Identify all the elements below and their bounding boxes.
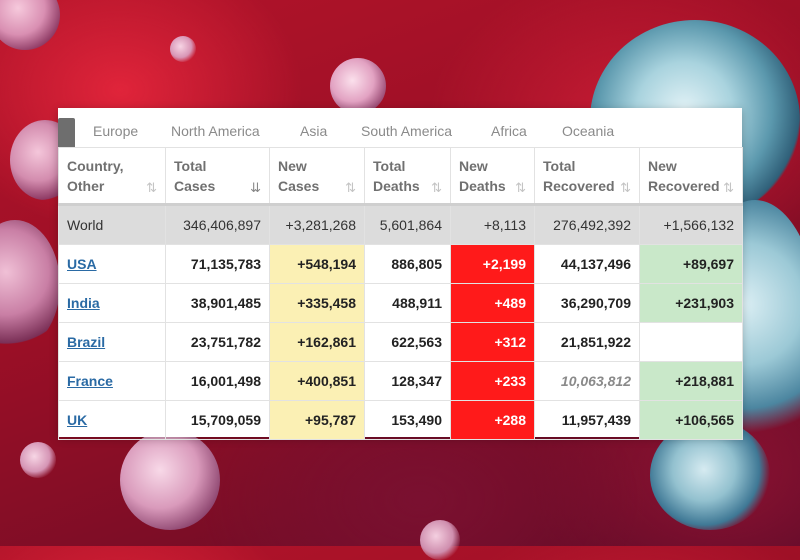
total-cases-cell: 15,709,059 — [165, 400, 270, 440]
tab-oceania[interactable]: Oceania — [562, 123, 615, 139]
virus-illustration — [0, 220, 60, 350]
column-header-country[interactable]: Country, Other ⇅ — [58, 147, 166, 206]
total-recovered-cell: 44,137,496 — [534, 244, 640, 284]
column-header-total-deaths[interactable]: Total Deaths ⇅ — [364, 147, 451, 206]
header-line: New — [648, 157, 677, 174]
world-total-row: World 346,406,897 +3,281,268 5,601,864 +… — [58, 204, 743, 245]
tab-africa[interactable]: Africa — [491, 123, 527, 139]
header-line: New — [278, 157, 307, 174]
column-header-new-recovered[interactable]: New Recovered ⇅ — [639, 147, 743, 206]
country-cell: France — [58, 361, 166, 401]
new-deaths-cell: +8,113 — [450, 204, 535, 245]
new-deaths-cell: +2,199 — [450, 244, 535, 284]
table-row: India 38,901,485 +335,458 488,911 +489 3… — [58, 283, 743, 323]
new-deaths-cell: +288 — [450, 400, 535, 440]
total-deaths-cell: 128,347 — [364, 361, 451, 401]
covid-table: Country, Other ⇅ Total Cases ⇊ New Cases… — [58, 147, 743, 440]
table-row: Brazil 23,751,782 +162,861 622,563 +312 … — [58, 322, 743, 362]
total-cases-cell: 23,751,782 — [165, 322, 270, 362]
total-cases-cell: 346,406,897 — [165, 204, 270, 245]
sort-desc-icon[interactable]: ⇊ — [250, 180, 261, 195]
new-cases-cell: +400,851 — [269, 361, 365, 401]
total-deaths-cell: 488,911 — [364, 283, 451, 323]
total-deaths-cell: 622,563 — [364, 322, 451, 362]
header-line: New — [459, 157, 488, 174]
total-cases-cell: 71,135,783 — [165, 244, 270, 284]
sort-icon[interactable]: ⇅ — [146, 180, 157, 195]
tab-north-america[interactable]: North America — [171, 123, 260, 139]
country-link[interactable]: Brazil — [67, 334, 106, 350]
total-deaths-cell: 5,601,864 — [364, 204, 451, 245]
header-line: Deaths — [373, 177, 420, 194]
total-recovered-cell: 11,957,439 — [534, 400, 640, 440]
header-line: Total — [373, 157, 406, 174]
sort-icon[interactable]: ⇅ — [345, 180, 356, 195]
total-deaths-cell: 886,805 — [364, 244, 451, 284]
total-recovered-cell: 36,290,709 — [534, 283, 640, 323]
sort-icon[interactable]: ⇅ — [515, 180, 526, 195]
header-line: Cases — [174, 177, 216, 194]
virus-illustration — [0, 0, 60, 50]
header-line: Recovered — [648, 177, 720, 194]
country-cell: Brazil — [58, 322, 166, 362]
total-recovered-cell: 21,851,922 — [534, 322, 640, 362]
new-recovered-cell: +231,903 — [639, 283, 743, 323]
new-deaths-cell: +233 — [450, 361, 535, 401]
header-line: Country, — [67, 157, 124, 174]
tab-all[interactable] — [58, 118, 75, 147]
new-recovered-cell: +1,566,132 — [639, 204, 743, 245]
header-line: Total — [543, 157, 576, 174]
tab-europe[interactable]: Europe — [93, 123, 139, 139]
header-line: Deaths — [459, 177, 506, 194]
new-cases-cell: +548,194 — [269, 244, 365, 284]
table-row: France 16,001,498 +400,851 128,347 +233 … — [58, 361, 743, 401]
region-tabs: Europe North America Asia South America … — [58, 108, 742, 148]
tab-south-america[interactable]: South America — [361, 123, 453, 139]
sort-icon[interactable]: ⇅ — [620, 180, 631, 195]
new-recovered-cell: +218,881 — [639, 361, 743, 401]
country-cell: UK — [58, 400, 166, 440]
header-line: Other — [67, 177, 105, 194]
new-cases-cell: +335,458 — [269, 283, 365, 323]
column-header-new-deaths[interactable]: New Deaths ⇅ — [450, 147, 535, 206]
country-link[interactable]: India — [67, 295, 100, 311]
table-row: USA 71,135,783 +548,194 886,805 +2,199 4… — [58, 244, 743, 284]
country-link[interactable]: USA — [67, 256, 97, 272]
column-header-total-recovered[interactable]: Total Recovered ⇅ — [534, 147, 640, 206]
table-row: UK 15,709,059 +95,787 153,490 +288 11,95… — [58, 400, 743, 440]
header-line: Recovered — [543, 177, 615, 194]
header-line: Total — [174, 157, 207, 174]
new-deaths-cell: +312 — [450, 322, 535, 362]
column-header-new-cases[interactable]: New Cases ⇅ — [269, 147, 365, 206]
new-recovered-cell: +106,565 — [639, 400, 743, 440]
virus-illustration — [20, 442, 56, 478]
tab-asia[interactable]: Asia — [300, 123, 328, 139]
header-row: Country, Other ⇅ Total Cases ⇊ New Cases… — [58, 147, 743, 206]
new-recovered-cell — [639, 322, 743, 362]
new-cases-cell: +95,787 — [269, 400, 365, 440]
total-cases-cell: 38,901,485 — [165, 283, 270, 323]
virus-illustration — [170, 36, 196, 62]
total-deaths-cell: 153,490 — [364, 400, 451, 440]
sort-icon[interactable]: ⇅ — [431, 180, 442, 195]
total-recovered-cell: 276,492,392 — [534, 204, 640, 245]
sort-icon[interactable]: ⇅ — [723, 180, 734, 195]
virus-illustration — [120, 430, 220, 530]
new-cases-cell: +162,861 — [269, 322, 365, 362]
new-deaths-cell: +489 — [450, 283, 535, 323]
country-link[interactable]: UK — [67, 412, 88, 428]
covid-stats-panel: Europe North America Asia South America … — [58, 108, 743, 440]
total-recovered-cell: 10,063,812 — [534, 361, 640, 401]
header-line: Cases — [278, 177, 320, 194]
virus-illustration — [420, 520, 460, 560]
column-header-total-cases[interactable]: Total Cases ⇊ — [165, 147, 270, 206]
virus-illustration — [330, 58, 386, 114]
country-cell: USA — [58, 244, 166, 284]
country-cell: World — [58, 204, 166, 245]
new-recovered-cell: +89,697 — [639, 244, 743, 284]
total-cases-cell: 16,001,498 — [165, 361, 270, 401]
country-cell: India — [58, 283, 166, 323]
new-cases-cell: +3,281,268 — [269, 204, 365, 245]
country-link[interactable]: France — [67, 373, 113, 389]
